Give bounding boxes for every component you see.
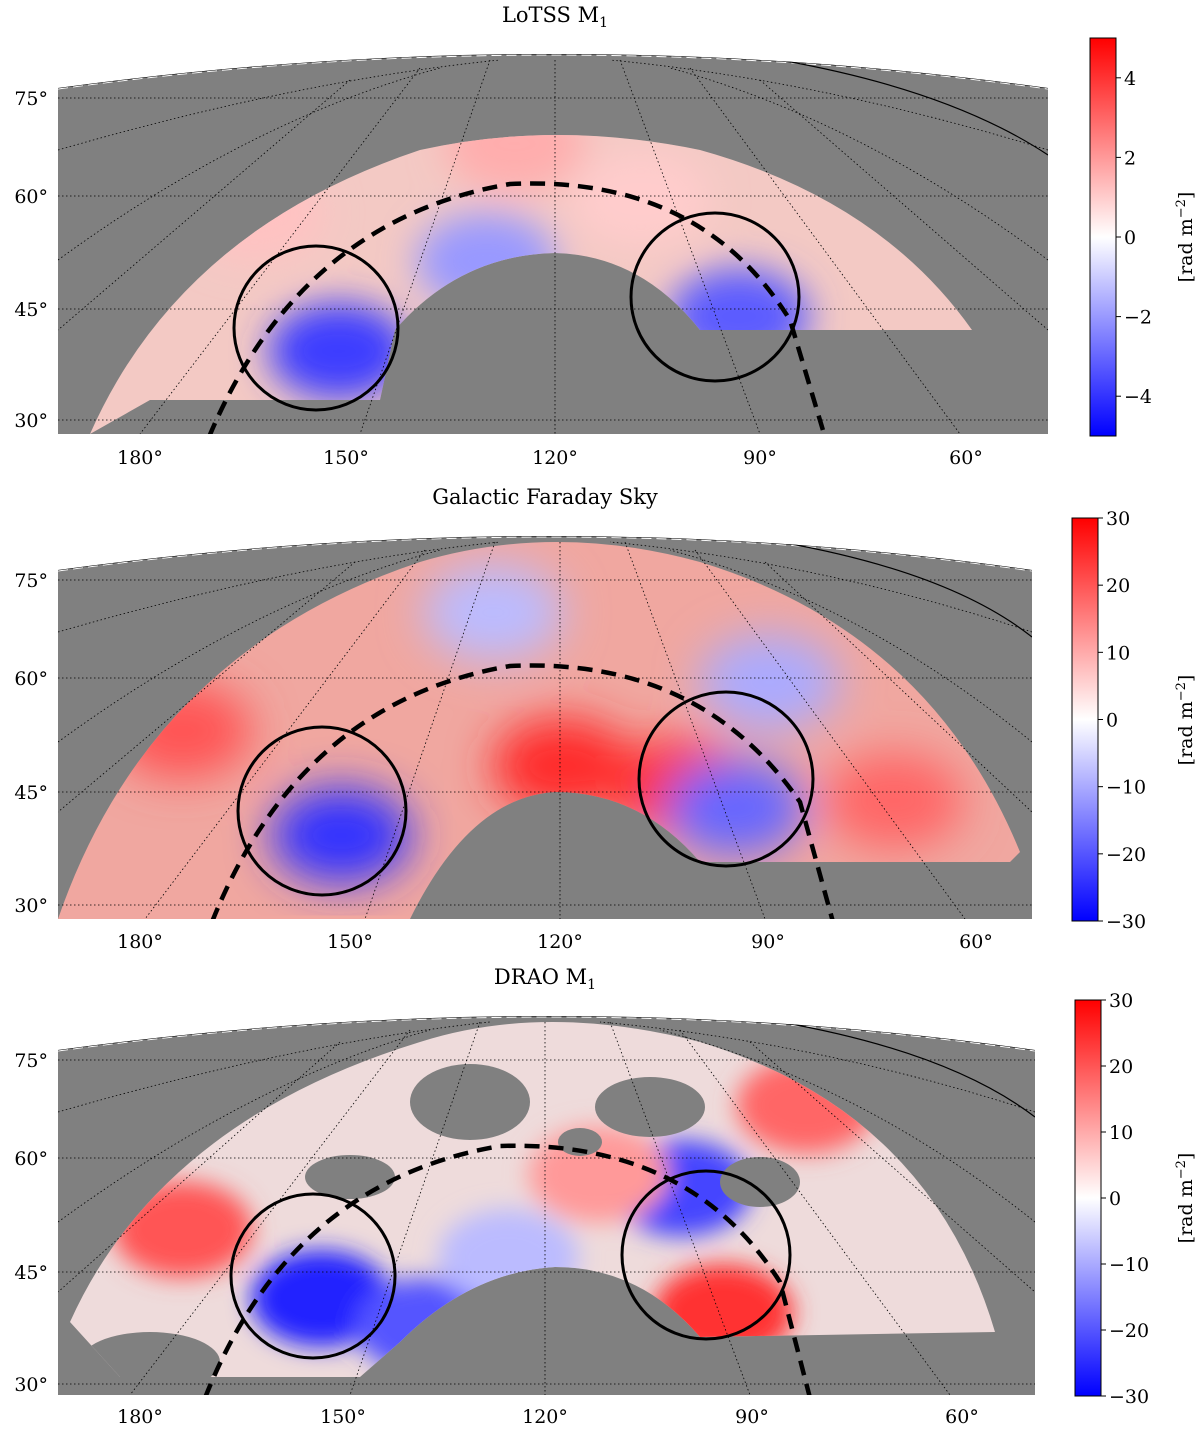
- y-tick-30: 30°: [14, 1374, 48, 1396]
- x-tick-60: 60°: [959, 931, 993, 953]
- coordinate-grid: [58, 59, 1048, 434]
- colorbar-tick-label: 4: [1124, 68, 1136, 90]
- x-tick-120: 120°: [537, 931, 583, 953]
- panel-galactic-faraday-sky: Galactic Faraday Sky: [0, 482, 1200, 956]
- region-circle-1: [232, 244, 400, 412]
- rm-feature: [699, 634, 840, 731]
- region-circle-2: [637, 690, 815, 868]
- x-tick-150: 150°: [320, 1406, 366, 1428]
- y-tick-labels: 75° 60° 45° 30°: [14, 88, 48, 432]
- chart-title: Galactic Faraday Sky: [432, 485, 658, 509]
- colorbar-tick-label: 30: [1106, 508, 1130, 530]
- y-tick-labels: 75° 60° 45° 30°: [14, 1050, 48, 1396]
- chart-faraday-sky: Galactic Faraday Sky: [14, 485, 1197, 953]
- y-tick-45: 45°: [14, 1262, 48, 1284]
- rm-feature: [112, 1181, 253, 1278]
- colorbar-tick-label: −30: [1106, 911, 1146, 933]
- x-tick-labels: 180° 150° 120° 90° 60°: [117, 447, 983, 469]
- colorbar-tick-label: 20: [1109, 1056, 1133, 1078]
- dashed-arc: [206, 181, 828, 434]
- y-tick-75: 75°: [14, 88, 48, 110]
- rm-feature: [268, 303, 409, 400]
- y-tick-45: 45°: [14, 782, 48, 804]
- colorbar-label: [rad m−2]: [1174, 192, 1197, 283]
- colorbar-label: [rad m−2]: [1174, 1153, 1197, 1244]
- colorbar-gradient: [1074, 999, 1102, 1397]
- colorbar: 4 2 0 −2 −4: [1089, 37, 1152, 437]
- x-tick-labels: 180° 150° 120° 90° 60°: [117, 931, 993, 953]
- colorbar-tick-label: 0: [1106, 710, 1118, 732]
- y-tick-30: 30°: [14, 410, 48, 432]
- colorbar-label: [rad m−2]: [1174, 675, 1197, 766]
- colorbar-tick-label: −30: [1109, 1386, 1149, 1408]
- coordinate-grid: [58, 541, 1032, 919]
- x-tick-120: 120°: [532, 447, 578, 469]
- x-tick-150: 150°: [323, 447, 369, 469]
- colorbar-tick-label: −20: [1106, 844, 1146, 866]
- x-tick-90: 90°: [743, 447, 777, 469]
- colorbar: 30 20 10 0 −10 −20 −30: [1074, 990, 1149, 1408]
- colorbar-gradient: [1071, 517, 1099, 922]
- y-tick-45: 45°: [14, 299, 48, 321]
- colorbar-gradient: [1089, 37, 1117, 437]
- rm-feature: [492, 717, 633, 814]
- y-tick-60: 60°: [14, 668, 48, 690]
- x-tick-120: 120°: [522, 1406, 568, 1428]
- rm-feature: [444, 135, 585, 192]
- panel-lotss: LoTSS M1 75°: [0, 0, 1200, 476]
- x-tick-60: 60°: [945, 1406, 979, 1428]
- x-tick-180: 180°: [117, 931, 163, 953]
- region-circle-1: [236, 725, 408, 897]
- x-tick-labels: 180° 150° 120° 90° 60°: [117, 1406, 979, 1428]
- x-tick-60: 60°: [949, 447, 983, 469]
- colorbar-tick-label: 0: [1124, 227, 1136, 249]
- panel-drao: DRAO M1: [0, 962, 1200, 1429]
- dashed-arc: [209, 663, 836, 919]
- y-tick-75: 75°: [14, 570, 48, 592]
- y-tick-30: 30°: [14, 895, 48, 917]
- colorbar-tick-label: −10: [1109, 1254, 1149, 1276]
- colorbar-tick-label: −10: [1106, 777, 1146, 799]
- rm-feature: [823, 752, 964, 849]
- rm-feature: [570, 151, 711, 247]
- y-tick-75: 75°: [14, 1050, 48, 1072]
- x-tick-180: 180°: [117, 1406, 163, 1428]
- rm-feature: [665, 759, 805, 856]
- colorbar-tick-label: 10: [1106, 642, 1130, 664]
- colorbar-tick-label: 30: [1109, 990, 1133, 1012]
- region-circle-2: [620, 1169, 792, 1341]
- x-tick-90: 90°: [735, 1406, 769, 1428]
- y-tick-60: 60°: [14, 1148, 48, 1170]
- colorbar-tick-label: −4: [1124, 386, 1152, 408]
- chart-title: DRAO M1: [494, 965, 596, 993]
- colorbar-tick-label: 0: [1109, 1188, 1121, 1210]
- colorbar-tick-label: −2: [1124, 307, 1152, 329]
- region-circle-2: [629, 211, 801, 383]
- x-tick-90: 90°: [751, 931, 785, 953]
- rm-feature: [423, 564, 564, 661]
- colorbar-tick-label: −20: [1109, 1320, 1149, 1342]
- colorbar-tick-label: 2: [1124, 147, 1136, 169]
- x-tick-150: 150°: [327, 931, 373, 953]
- dashed-arc: [202, 1143, 813, 1395]
- region-circle-1: [229, 1192, 397, 1360]
- y-tick-labels: 75° 60° 45° 30°: [14, 570, 48, 917]
- chart-drao: DRAO M1: [14, 965, 1197, 1428]
- x-tick-180: 180°: [117, 447, 163, 469]
- chart-lotss: LoTSS M1 75°: [14, 3, 1197, 469]
- colorbar-tick-label: 10: [1109, 1122, 1133, 1144]
- colorbar: 30 20 10 0 −10 −20 −30: [1071, 508, 1146, 933]
- rm-feature: [271, 787, 412, 884]
- y-tick-60: 60°: [14, 186, 48, 208]
- chart-title: LoTSS M1: [502, 3, 608, 31]
- colorbar-tick-label: 20: [1106, 575, 1130, 597]
